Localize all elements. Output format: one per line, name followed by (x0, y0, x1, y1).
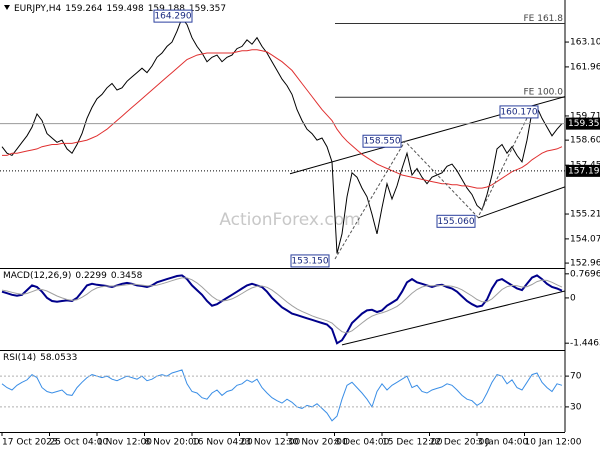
current-price-label: 159.357 (568, 119, 600, 129)
x-tick-label: 30 Nov 20:00 (287, 438, 348, 448)
rsi-header: RSI(14) 58.0533 (3, 353, 77, 363)
close: 159.357 (189, 4, 226, 14)
trendline (341, 290, 565, 346)
y-tick-label: 161.960 (570, 62, 600, 72)
y-tick-label: 159.710 (570, 111, 600, 121)
annotation-box (499, 105, 539, 119)
annotation-box (290, 254, 330, 268)
plot-area (1, 17, 565, 422)
x-tick-label: 8 Nov 20:00 (145, 438, 200, 448)
signal-value: 0.3458 (111, 271, 143, 281)
y-tick-label: 30 (570, 402, 582, 412)
y-tick-label: 155.210 (570, 210, 600, 220)
annotation-label: 164.290 (154, 12, 191, 22)
annotation-box (362, 134, 402, 148)
high: 159.498 (106, 4, 143, 14)
annotation-label: 153.150 (291, 256, 328, 266)
y-tick-label: 163.100 (570, 38, 600, 48)
macd-title: MACD(12,26,9) (3, 271, 71, 281)
price-box (566, 164, 600, 177)
annotation-box (153, 9, 193, 23)
watermark: ActionForex.com (219, 210, 360, 230)
x-tick-label: 8 Dec 04:00 (335, 438, 390, 448)
low: 159.188 (148, 4, 185, 14)
x-tick-label: 22 Dec 20:00 (430, 438, 491, 448)
rsi-value: 58.0533 (40, 353, 77, 363)
x-tick-label: 15 Dec 12:00 (382, 438, 443, 448)
y-tick-label: 0 (570, 293, 576, 303)
symbol: EURJPY,H4 (14, 4, 62, 14)
annotation-label: 155.060 (437, 217, 474, 227)
x-tick-label: 25 Oct 04:00 (50, 438, 109, 448)
macd-value: 0.2299 (75, 271, 107, 281)
fib-label: FE 100.0 (524, 88, 564, 98)
annotation-box (436, 214, 476, 228)
y-tick-label: 152.960 (570, 259, 600, 269)
y-tick-label: 0.7696 (570, 269, 600, 279)
series-line (1, 274, 563, 345)
price-header: EURJPY,H4 159.264 159.498 159.188 159.357 (14, 4, 226, 14)
menu-arrow (4, 5, 10, 10)
x-tick-label: 3 Jan 04:00 (477, 438, 529, 448)
annotation-label: 158.550 (363, 137, 400, 147)
price-box-label: 157.190 (568, 166, 600, 176)
series-line (1, 277, 563, 334)
rsi-title: RSI(14) (3, 353, 36, 363)
x-tick-label: 17 Oct 2023 (2, 438, 58, 448)
series-line (1, 17, 563, 254)
y-tick-label: 158.600 (570, 136, 600, 146)
y-tick-label: -1.4463 (570, 339, 600, 349)
current-price-box (566, 117, 600, 130)
x-tick-label: 10 Jan 12:00 (525, 438, 582, 448)
fib-label: FE 161.8 (524, 14, 564, 24)
y-tick-label: 70 (570, 372, 582, 382)
series-line (1, 369, 563, 422)
x-tick-label: 23 Nov 12:00 (240, 438, 301, 448)
annotation-label: 160.170 (500, 107, 537, 117)
series-line (2, 49, 563, 189)
macd-header: MACD(12,26,9) 0.2299 0.3458 (3, 271, 143, 281)
x-tick-label: 16 Nov 04:00 (192, 438, 253, 448)
y-tick-label: 154.070 (570, 234, 600, 244)
trendline (477, 186, 565, 219)
x-tick-label: 1 Nov 12:00 (97, 438, 152, 448)
open: 159.264 (65, 4, 102, 14)
